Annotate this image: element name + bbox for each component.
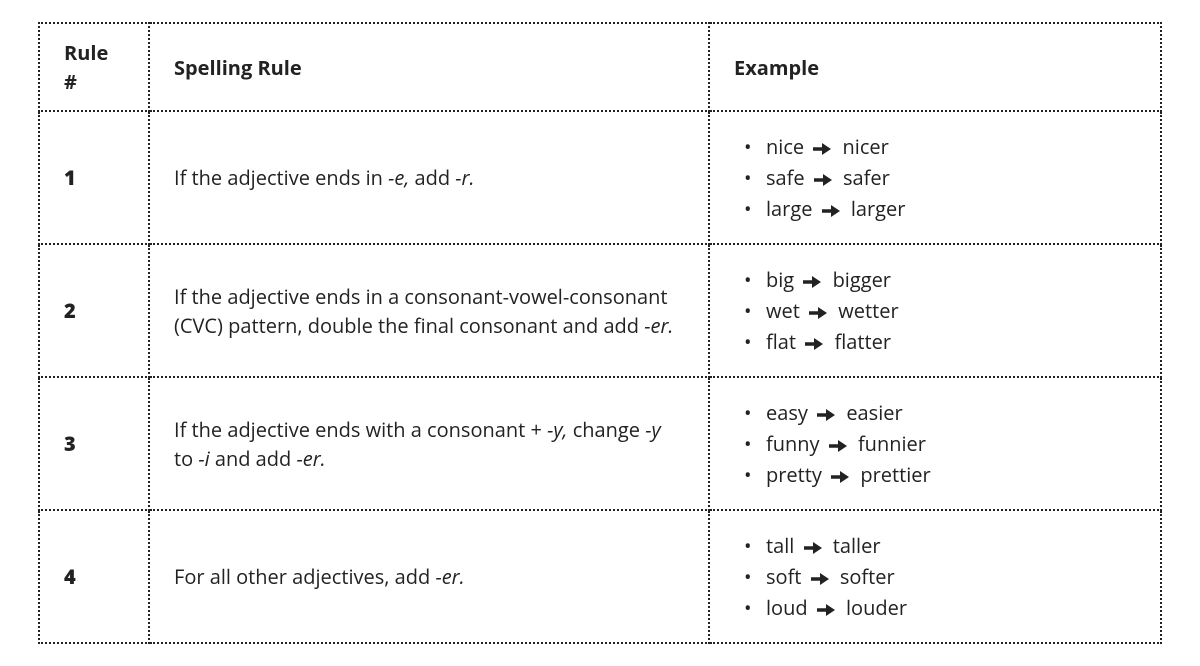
example-to: louder (846, 594, 907, 621)
rule-literal: -e, (388, 164, 409, 191)
examples-cell: big biggerwet wetterflat flatter (709, 244, 1161, 377)
example-to: bigger (833, 266, 891, 293)
rule-text-segment: If the adjective ends in (174, 164, 388, 191)
table-row: 3If the adjective ends with a consonant … (39, 377, 1161, 510)
example-item: easy easier (744, 398, 1136, 427)
example-to: prettier (860, 461, 930, 488)
arrow-icon (804, 541, 822, 555)
example-from: loud (766, 594, 808, 621)
table-row: 4For all other adjectives, add -er.tall … (39, 510, 1161, 643)
example-item: big bigger (744, 265, 1136, 294)
example-from: easy (766, 399, 808, 426)
spelling-rules-table-container: Rule # Spelling Rule Example 1If the adj… (0, 0, 1200, 666)
arrow-icon (817, 603, 835, 617)
examples-cell: nice nicersafe saferlarge larger (709, 111, 1161, 244)
rule-text: If the adjective ends with a consonant +… (149, 377, 709, 510)
table-row: 1If the adjective ends in -e, add -r.nic… (39, 111, 1161, 244)
example-item: tall taller (744, 531, 1136, 560)
rule-text: If the adjective ends in a consonant-vow… (149, 244, 709, 377)
arrow-icon (813, 142, 831, 156)
example-from: wet (766, 297, 800, 324)
example-from: funny (766, 430, 820, 457)
rule-number: 3 (39, 377, 149, 510)
rule-text: If the adjective ends in -e, add -r. (149, 111, 709, 244)
example-item: soft softer (744, 562, 1136, 591)
example-to: easier (846, 399, 902, 426)
rule-literal: -y (645, 416, 660, 443)
rule-text-segment: If the adjective ends with a consonant + (174, 416, 547, 443)
arrow-icon (805, 337, 823, 351)
rule-number: 2 (39, 244, 149, 377)
rule-text-segment: add (409, 164, 455, 191)
example-item: nice nicer (744, 132, 1136, 161)
example-from: flat (766, 328, 796, 355)
example-from: pretty (766, 461, 822, 488)
rule-text-segment: For all other adjectives, add (174, 563, 435, 590)
header-example: Example (709, 23, 1161, 111)
rule-text-segment: If the adjective ends in a consonant-vow… (174, 283, 668, 339)
rule-literal: -er. (435, 563, 464, 590)
arrow-icon (831, 470, 849, 484)
rule-literal: -er. (296, 445, 325, 472)
table-header-row: Rule # Spelling Rule Example (39, 23, 1161, 111)
arrow-icon (814, 173, 832, 187)
example-item: large larger (744, 194, 1136, 223)
examples-list: big biggerwet wetterflat flatter (734, 265, 1136, 356)
example-item: funny funnier (744, 429, 1136, 458)
rule-literal: -er. (644, 312, 673, 339)
examples-cell: tall tallersoft softerloud louder (709, 510, 1161, 643)
example-to: wetter (838, 297, 898, 324)
table-row: 2 If the adjective ends in a consonant-vo… (39, 244, 1161, 377)
example-from: large (766, 195, 812, 222)
examples-cell: easy easierfunny funnierpretty prettier (709, 377, 1161, 510)
example-item: safe safer (744, 163, 1136, 192)
examples-list: easy easierfunny funnierpretty prettier (734, 398, 1136, 489)
rule-literal: -y, (547, 416, 567, 443)
example-item: wet wetter (744, 296, 1136, 325)
example-to: nicer (843, 133, 889, 160)
rule-literal: -r. (455, 164, 474, 191)
example-from: nice (766, 133, 804, 160)
table-header: Rule # Spelling Rule Example (39, 23, 1161, 111)
spelling-rules-table: Rule # Spelling Rule Example 1If the adj… (38, 22, 1162, 644)
example-item: flat flatter (744, 327, 1136, 356)
example-from: big (766, 266, 794, 293)
arrow-icon (803, 275, 821, 289)
header-rule-number: Rule # (39, 23, 149, 111)
rule-number: 4 (39, 510, 149, 643)
arrow-icon (811, 572, 829, 586)
examples-list: tall tallersoft softerloud louder (734, 531, 1136, 622)
example-to: larger (851, 195, 906, 222)
arrow-icon (829, 439, 847, 453)
rule-text-segment: and add (210, 445, 297, 472)
example-from: soft (766, 563, 801, 590)
example-item: loud louder (744, 593, 1136, 622)
rule-number: 1 (39, 111, 149, 244)
example-to: funnier (858, 430, 926, 457)
arrow-icon (809, 306, 827, 320)
arrow-icon (817, 408, 835, 422)
example-from: tall (766, 532, 794, 559)
example-item: pretty prettier (744, 460, 1136, 489)
arrow-icon (822, 204, 840, 218)
table-body: 1If the adjective ends in -e, add -r.nic… (39, 111, 1161, 643)
example-to: safer (843, 164, 890, 191)
examples-list: nice nicersafe saferlarge larger (734, 132, 1136, 223)
rule-text-segment: change (568, 416, 646, 443)
example-to: softer (840, 563, 895, 590)
example-to: taller (833, 532, 881, 559)
rule-literal: -i (198, 445, 209, 472)
rule-text-segment: to (174, 445, 198, 472)
example-from: safe (766, 164, 805, 191)
example-to: flatter (834, 328, 891, 355)
rule-text: For all other adjectives, add -er. (149, 510, 709, 643)
header-spelling-rule: Spelling Rule (149, 23, 709, 111)
